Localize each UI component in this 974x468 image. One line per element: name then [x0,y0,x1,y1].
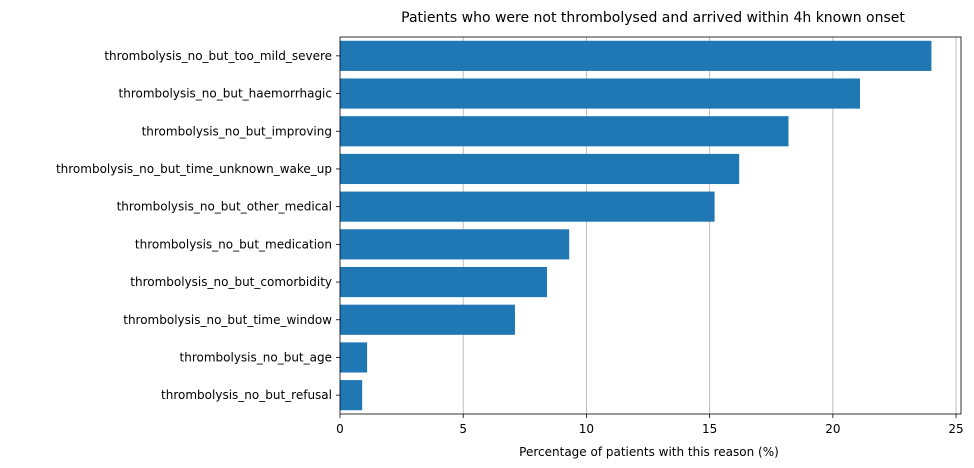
bar-thrombolysis_no_but_medication [340,229,570,260]
bar-thrombolysis_no_but_too_mild_severe [340,40,932,71]
y-tick-label: thrombolysis_no_but_haemorrhagic [119,87,332,101]
x-tick-label: 5 [459,422,467,436]
y-tick-label: thrombolysis_no_but_time_unknown_wake_up [56,162,332,176]
bars [340,40,932,411]
plot-border [339,36,962,415]
y-tick-label: thrombolysis_no_but_comorbidity [130,275,332,289]
bar-thrombolysis_no_but_other_medical [340,191,715,222]
y-tick-label: thrombolysis_no_but_refusal [161,388,332,402]
x-tick-label: 10 [579,422,594,436]
x-tick-label: 15 [702,422,717,436]
y-tick-label: thrombolysis_no_but_age [180,350,332,364]
x-axis-label: Percentage of patients with this reason … [519,445,779,459]
bar-thrombolysis_no_but_time_window [340,304,515,335]
y-axis-ticks: thrombolysis_no_but_too_mild_severethrom… [56,49,340,402]
chart-title: Patients who were not thrombolysed and a… [401,10,905,26]
bar-thrombolysis_no_but_haemorrhagic [340,78,860,109]
y-tick-label: thrombolysis_no_but_improving [142,124,332,138]
x-tick-label: 20 [825,422,840,436]
y-tick-label: thrombolysis_no_but_medication [135,237,332,251]
bar-thrombolysis_no_but_comorbidity [340,266,547,298]
x-tick-label: 25 [948,422,963,436]
bar-thrombolysis_no_but_refusal [340,380,363,411]
bar-thrombolysis_no_but_improving [340,116,789,147]
y-tick-label: thrombolysis_no_but_time_window [123,313,332,327]
x-axis-ticks: 0 5 10 15 20 25 [336,414,964,436]
y-tick-label: thrombolysis_no_but_too_mild_severe [104,49,332,63]
axes-frame [339,36,962,415]
y-tick-label: thrombolysis_no_but_other_medical [117,200,332,214]
bar-thrombolysis_no_but_age [340,342,368,373]
x-tick-label: 0 [336,422,344,436]
bar-thrombolysis_no_but_time_unknown_wake_up [340,153,740,185]
